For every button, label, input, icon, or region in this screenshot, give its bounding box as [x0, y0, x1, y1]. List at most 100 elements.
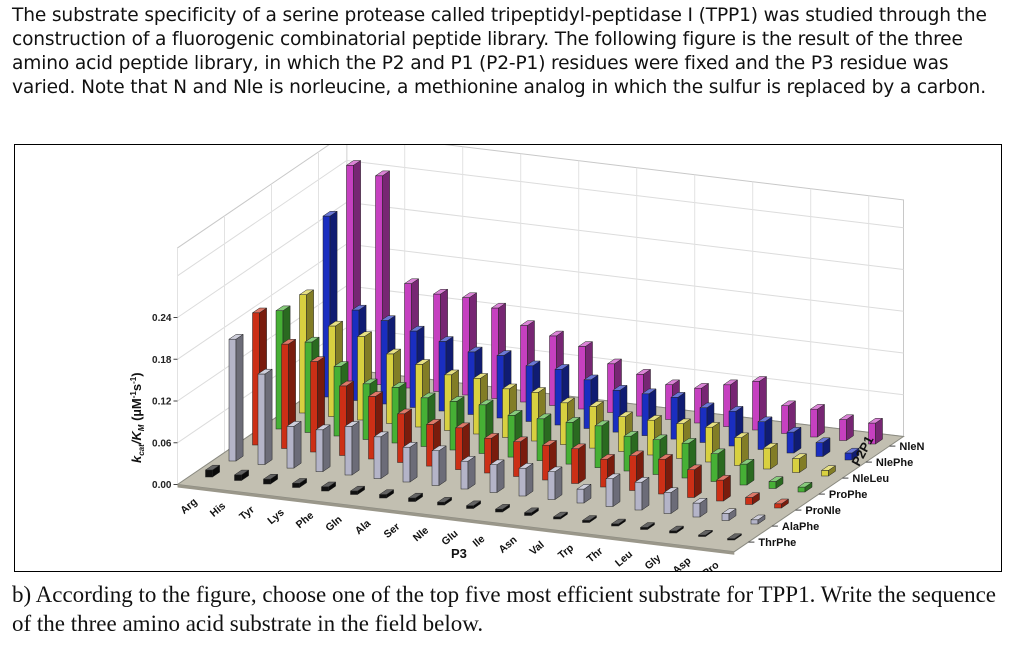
bar-side [554, 466, 563, 500]
bar-top [461, 292, 478, 298]
bar-ThrPhe-Pro [726, 533, 743, 541]
category-label-Lys: Lys [265, 506, 286, 527]
series-label-NleLeu: NleLeu [852, 473, 889, 485]
bar-top [228, 334, 244, 340]
bar-ThrPhe-Ala [378, 489, 395, 499]
bar-top [333, 361, 349, 367]
bar-top [646, 415, 663, 421]
bar-top [385, 348, 402, 355]
bar-side [322, 424, 331, 472]
bar-top [744, 492, 761, 498]
bar-top [548, 330, 565, 337]
bar-top [409, 325, 425, 332]
bar-top [791, 453, 808, 459]
bar-top [693, 383, 710, 389]
bar-top [432, 289, 449, 295]
bar-NleN-Pro [867, 417, 884, 445]
bar-top [641, 388, 657, 395]
bar-ThrPhe-His [233, 469, 250, 481]
bar-AlaPhe-Asp [721, 508, 737, 521]
bar-top [728, 406, 744, 412]
bar-front [466, 505, 474, 509]
bar-NleN-Asp [838, 414, 855, 441]
bar-front [408, 497, 416, 502]
bar-top [710, 448, 726, 454]
bar-top [809, 404, 826, 410]
bar-ThrPhe-Thr [610, 518, 627, 527]
bar-front [634, 481, 643, 511]
bar-ThrPhe-Lys [291, 478, 308, 488]
bar-top [773, 498, 790, 505]
bar-AlaPhe-Arg [228, 333, 244, 462]
bar-top [472, 373, 489, 379]
bar-top [663, 487, 679, 493]
category-label-Asp: Asp [671, 555, 694, 571]
bar-top [617, 411, 634, 417]
bar-front [286, 426, 295, 469]
bar-top [315, 424, 331, 431]
bar-ProPhe-Asp [768, 476, 784, 489]
bar-side [694, 464, 702, 498]
bar-front [257, 373, 266, 465]
bar-AlaPhe-Thr [634, 476, 650, 511]
bar-side [293, 420, 302, 469]
y-tick-label: 0.18 [152, 355, 172, 366]
bar-top [443, 369, 460, 376]
bar-ThrPhe-Phe [320, 481, 337, 492]
bar-front [810, 408, 818, 438]
bar-top [507, 410, 523, 416]
question-text: b) According to the figure, choose one o… [12, 582, 996, 636]
y-label-sup2: -1 [129, 376, 138, 384]
bar-AlaPhe-Nle [460, 455, 476, 490]
bar-ProNle-Asp [744, 492, 761, 505]
bar-top [478, 399, 494, 406]
category-label-Nle: Nle [411, 524, 431, 544]
bar-top [536, 413, 552, 420]
bar-top [780, 400, 797, 406]
bar-ProNle-Thr [657, 453, 674, 495]
bar-top [407, 492, 424, 499]
bar-front [669, 530, 677, 534]
bar-top [652, 434, 668, 440]
bar-top [233, 469, 250, 476]
bar-front [431, 450, 440, 486]
bar-top [675, 418, 692, 424]
bar-top [304, 336, 320, 343]
y-tick-label: 0.12 [152, 397, 172, 408]
bar-AlaPhe-Tyr [286, 420, 302, 469]
bar-top [378, 489, 395, 495]
bar-top [501, 383, 518, 390]
bar-ThrPhe-Gly [668, 525, 685, 534]
bar-front [663, 492, 672, 514]
bar-ThrPhe-Nle [436, 496, 453, 506]
bar-ThrPhe-Asp [697, 529, 714, 537]
bar-top [797, 482, 813, 488]
y-tick-label: 0.24 [152, 313, 172, 324]
bar-top [599, 454, 616, 460]
bar-top [820, 465, 837, 471]
bar-top [634, 477, 650, 483]
bar-top [733, 432, 750, 438]
bar-ThrPhe-Asn [523, 507, 540, 516]
bar-top [750, 514, 766, 521]
series-label-ProPhe: ProPhe [829, 489, 868, 501]
bar-AlaPhe-Ile [518, 462, 534, 497]
bar-top [635, 369, 652, 375]
bar-AlaPhe-Glu [489, 459, 505, 493]
bar-NlePhe-Gly [786, 426, 802, 454]
bar-AlaPhe-Ser [431, 445, 447, 486]
y-label-sup1: -1 [129, 391, 138, 399]
bar-ProNle-Pro [773, 498, 790, 509]
bar-top [349, 485, 366, 492]
bar-top [367, 391, 384, 397]
category-label-Ser: Ser [382, 521, 403, 541]
bar-top [628, 450, 645, 456]
bar-side [496, 459, 505, 493]
bar-front [571, 448, 579, 484]
bar-top [494, 504, 511, 510]
chart-bars [204, 160, 884, 541]
bar-top [530, 387, 547, 393]
bar-top [768, 476, 784, 482]
bar-front [228, 338, 237, 462]
bar-front [792, 458, 800, 473]
